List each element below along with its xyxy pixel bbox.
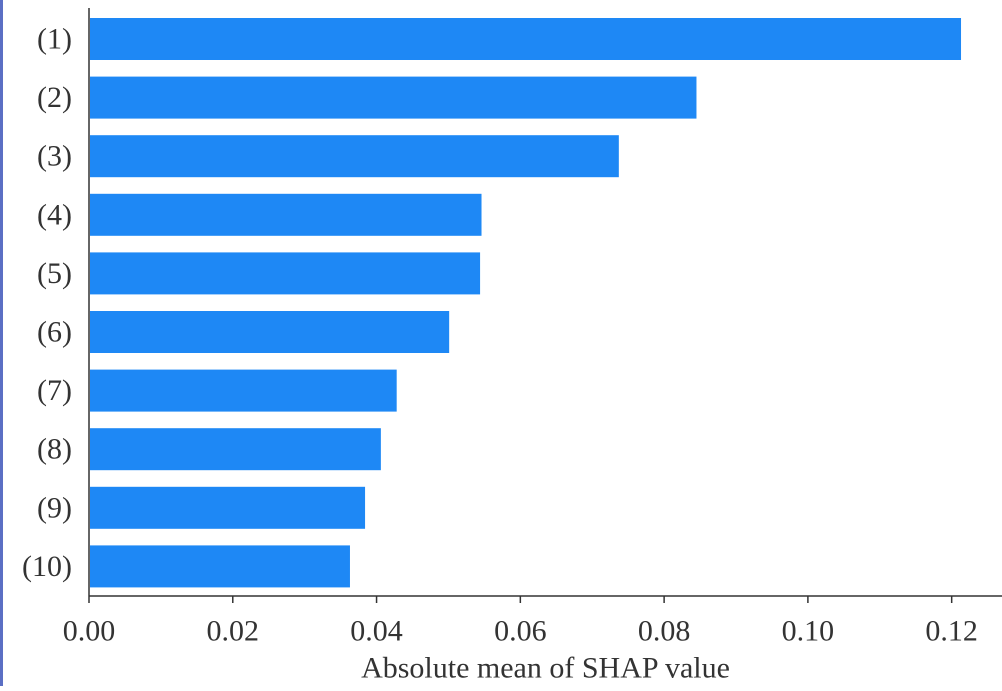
x-tick-label: 0.12 <box>925 615 978 648</box>
y-tick-label-9: (9) <box>37 491 72 524</box>
bar-1 <box>90 18 962 60</box>
x-tick-label: 0.00 <box>63 615 116 648</box>
y-tick-label-5: (5) <box>37 257 72 290</box>
x-axis-label: Absolute mean of SHAP value <box>361 652 730 685</box>
bar-3 <box>90 135 619 178</box>
x-tick-label: 0.10 <box>782 615 835 648</box>
x-tick-label: 0.08 <box>638 615 691 648</box>
x-ticks: 0.00 0.02 0.04 0.06 0.08 0.10 0.12 <box>63 596 978 648</box>
y-tick-label-2: (2) <box>37 81 72 114</box>
y-tick-label-6: (6) <box>37 316 72 349</box>
y-tick-label-3: (3) <box>37 140 72 173</box>
x-tick-label: 0.06 <box>494 615 547 648</box>
y-tick-label-4: (4) <box>37 198 72 231</box>
axes <box>88 8 1002 597</box>
bar-4 <box>90 193 482 236</box>
left-edge-line <box>0 0 3 686</box>
y-tick-label-7: (7) <box>37 374 72 407</box>
bar-8 <box>90 428 381 471</box>
y-tick-labels: (1) (2) (3) (4) (5) (6) (7) (8) (9) (10) <box>22 23 72 583</box>
bar-9 <box>90 486 366 529</box>
x-tick-label: 0.04 <box>350 615 403 648</box>
bar-6 <box>90 311 450 353</box>
y-tick-label-10: (10) <box>22 550 72 583</box>
y-tick-label-8: (8) <box>37 433 72 466</box>
bar-2 <box>90 76 697 119</box>
bars-layer <box>90 18 962 588</box>
y-tick-label-1: (1) <box>37 23 72 56</box>
bar-5 <box>90 252 481 295</box>
bar-7 <box>90 369 397 412</box>
x-tick-label: 0.02 <box>207 615 260 648</box>
bar-10 <box>90 545 350 588</box>
